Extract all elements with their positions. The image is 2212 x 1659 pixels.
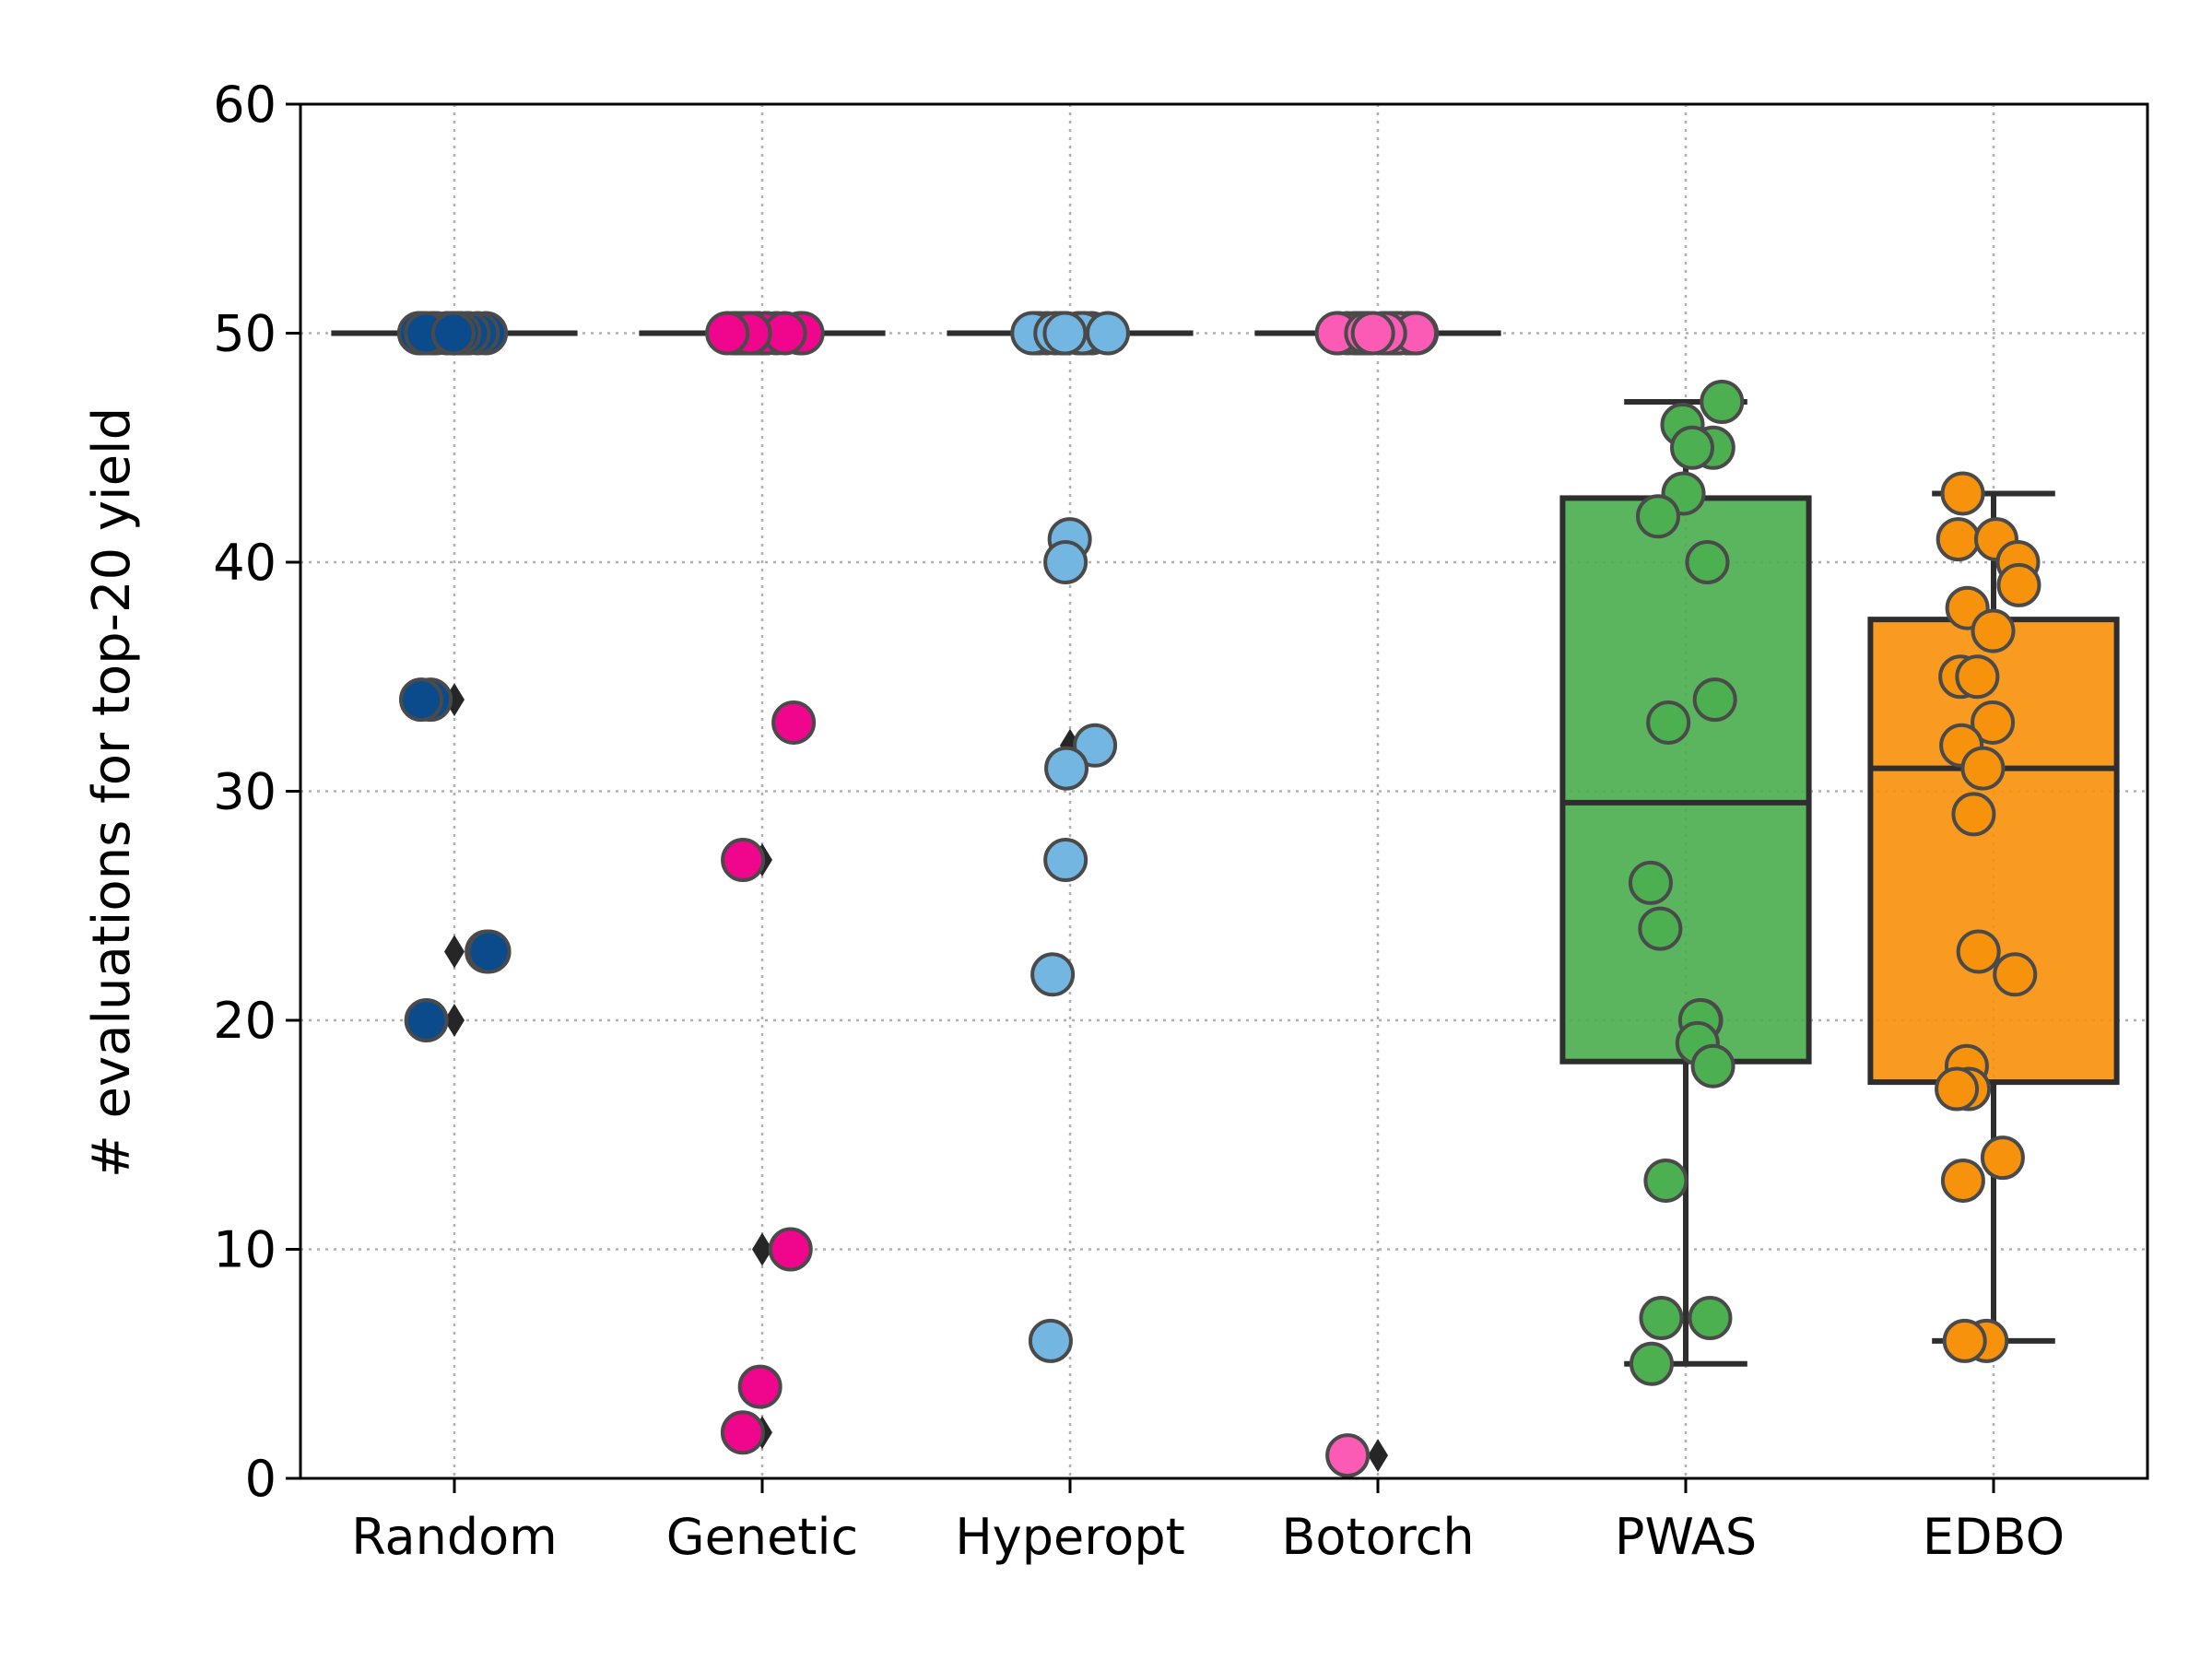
y-tick-label: 60: [213, 76, 276, 134]
data-point: [1628, 860, 1673, 905]
x-tick-label-edbo: EDBO: [1923, 1508, 2065, 1566]
data-point: [1325, 1433, 1371, 1478]
data-point: [1960, 746, 2006, 791]
data-point: [1688, 1296, 1733, 1341]
data-point: [1350, 311, 1395, 356]
data-point: [1956, 929, 2001, 974]
data-point: [720, 1410, 765, 1455]
data-point: [1951, 792, 1996, 837]
data-point: [721, 838, 766, 883]
x-tick-label-hyperopt: Hyperopt: [955, 1508, 1185, 1566]
outlier-marker: [444, 1004, 465, 1037]
data-point: [1996, 562, 2041, 607]
outlier-marker: [752, 1232, 772, 1266]
boxes: [331, 330, 2120, 1367]
outlier-marker: [1368, 1439, 1388, 1473]
data-point: [1669, 425, 1714, 470]
box-edbo: [1867, 617, 2120, 1086]
data-point: [1692, 677, 1737, 723]
y-axis-label: # evaluations for top-20 yield: [82, 407, 142, 1178]
x-tick-label-pwas: PWAS: [1615, 1508, 1757, 1566]
data-point: [1980, 1135, 2025, 1181]
data-point: [430, 311, 476, 356]
data-point: [1643, 1158, 1688, 1203]
data-point: [1028, 1318, 1073, 1363]
y-tick-label: 30: [213, 763, 276, 821]
data-point: [1629, 1341, 1674, 1386]
data-point: [1646, 700, 1691, 745]
data-point: [1043, 540, 1088, 584]
data-point: [399, 677, 444, 723]
data-point: [705, 311, 750, 356]
data-point: [768, 1227, 813, 1272]
data-point: [466, 929, 512, 974]
data-point: [1971, 700, 2016, 745]
box-pwas: [1559, 495, 1812, 1065]
x-tick-label-genetic: Genetic: [666, 1508, 858, 1566]
data-point: [1993, 952, 2038, 997]
data-point: [1685, 540, 1730, 584]
data-point: [1073, 723, 1118, 768]
data-point: [771, 700, 817, 745]
data-point: [1085, 311, 1130, 356]
data-point: [1639, 1296, 1684, 1341]
x-tick-label-random: Random: [351, 1508, 558, 1566]
data-point: [1638, 906, 1683, 951]
data-point: [1044, 746, 1089, 791]
outlier-marker: [444, 935, 465, 969]
y-tick-label: 0: [245, 1450, 276, 1508]
data-point: [1043, 838, 1088, 883]
y-tick-label: 20: [213, 992, 276, 1050]
data-points: [396, 311, 2041, 1478]
data-point: [1700, 380, 1745, 425]
data-point: [1942, 1318, 1987, 1363]
data-point: [1636, 494, 1681, 539]
axes: 0 10 20 30 40 50 60 Random Genetic Hyperopt Botorc…: [213, 76, 2149, 1566]
y-tick-label: 40: [213, 534, 276, 592]
data-point: [1935, 1066, 1980, 1112]
data-point: [1940, 471, 1985, 516]
data-point: [1042, 311, 1088, 356]
y-tick-label: 10: [213, 1221, 276, 1279]
data-point: [1936, 517, 1981, 562]
data-point: [1955, 654, 2000, 700]
data-point: [1940, 1158, 1985, 1203]
data-point: [1971, 608, 2016, 653]
data-point: [404, 998, 449, 1042]
x-tick-label-botorch: Botorch: [1281, 1508, 1474, 1566]
data-point: [1030, 952, 1076, 997]
data-point: [1690, 1043, 1735, 1088]
y-tick-label: 50: [213, 305, 276, 363]
data-point: [737, 1364, 782, 1409]
